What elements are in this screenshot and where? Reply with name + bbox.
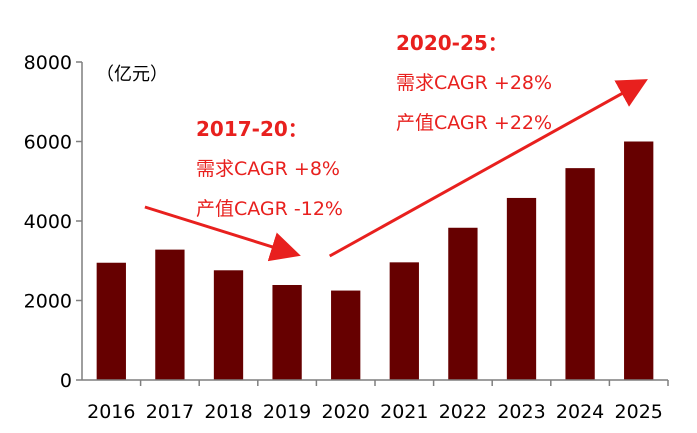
x-tick-label: 2023	[497, 401, 545, 423]
annotation-line: 需求CAGR +28%	[396, 72, 552, 94]
x-tick-label: 2022	[439, 401, 487, 423]
annotations: 2017-20： 需求CAGR +8% 产值CAGR -12% 2020-25： 需求C…	[144, 31, 648, 262]
bar-2019	[272, 284, 302, 380]
x-tick-label: 2025	[615, 401, 663, 423]
y-tick-label: 8000	[24, 52, 72, 74]
bar-2022	[448, 227, 478, 380]
x-tick-label: 2021	[380, 401, 428, 423]
y-tick-label: 6000	[24, 132, 72, 154]
x-tick-label: 2024	[556, 401, 604, 423]
y-tick-label: 0	[60, 370, 72, 392]
y-axis: 0 2000 4000 6000 8000	[24, 52, 83, 392]
bar-2020	[331, 290, 361, 380]
annotation-line: 需求CAGR +8%	[196, 158, 340, 180]
annotation-line: 产值CAGR -12%	[196, 198, 343, 220]
annotation-line: 产值CAGR +22%	[396, 112, 552, 134]
y-tick-label: 2000	[24, 291, 72, 313]
bar-2018	[213, 270, 244, 380]
trend-arrow-up	[328, 79, 648, 258]
bar-2016	[96, 262, 126, 380]
x-tick-label: 2019	[263, 401, 311, 423]
x-axis: 2016 2017 2018 2019 2020 2021 2022 2023 2024 2025	[82, 379, 669, 423]
trend-arrow-down	[144, 205, 301, 262]
annotation-title: 2020-25：	[396, 31, 508, 55]
bar-2021	[389, 262, 419, 380]
unit-label: （亿元）	[96, 64, 168, 85]
bar-2023	[506, 197, 537, 380]
x-tick-label: 2016	[87, 401, 135, 423]
bar-2017	[155, 249, 185, 380]
bar-2024	[565, 168, 595, 380]
x-tick-label: 2018	[204, 401, 252, 423]
x-tick-label: 2020	[322, 401, 370, 423]
bar-2025	[624, 141, 654, 380]
bars	[96, 141, 654, 380]
x-tick-label: 2017	[146, 401, 194, 423]
annotation-title: 2017-20：	[196, 117, 308, 141]
y-tick-label: 4000	[24, 211, 72, 233]
